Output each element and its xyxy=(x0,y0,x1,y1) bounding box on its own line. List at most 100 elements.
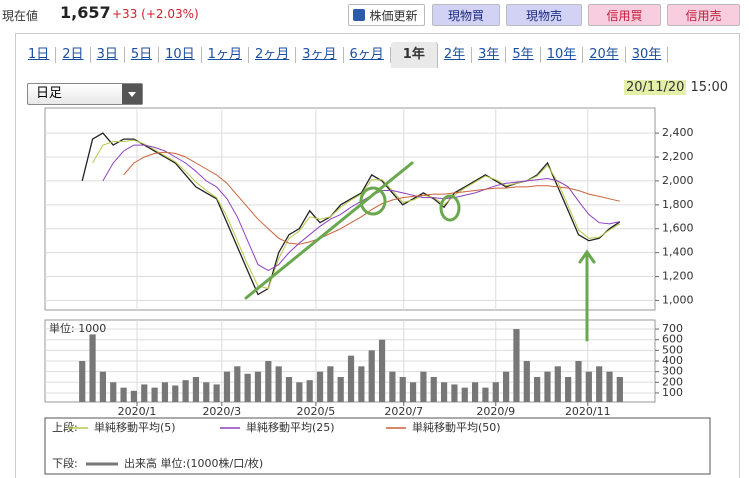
legend-box xyxy=(44,417,711,475)
period-tab[interactable]: 1日 xyxy=(22,47,57,63)
y-tick-label: 100 xyxy=(662,386,683,399)
y-tick-label: 2,000 xyxy=(662,174,694,187)
y-tick-label: 1,600 xyxy=(662,222,694,235)
volume-bar xyxy=(120,387,127,402)
volume-bar xyxy=(296,382,303,402)
marks: 1,000 1,200 1,400 1,600 1,800 2,000 2,200 2,400… xyxy=(45,108,694,470)
volume-bar xyxy=(430,376,437,402)
button[interactable]: 信用売 xyxy=(667,4,740,26)
volume-bar xyxy=(182,380,189,402)
y-tick-label: 1,200 xyxy=(662,270,694,283)
time: 15:00 xyxy=(690,80,728,95)
refresh-icon xyxy=(353,9,365,21)
current-price: 1,657 xyxy=(60,3,111,22)
series-line xyxy=(123,151,620,245)
annotations xyxy=(244,161,596,342)
volume-bar xyxy=(503,371,510,402)
volume-bar xyxy=(79,361,86,402)
legend-label: 出来高 単位:(1000株/口/枚) xyxy=(124,456,263,470)
dropdown-arrow xyxy=(122,84,142,104)
volume-bar xyxy=(306,380,313,402)
x-tick-label: 2020/11 xyxy=(565,405,611,418)
volume-bar xyxy=(172,385,179,402)
volume-bar xyxy=(234,366,241,402)
chart-panel xyxy=(15,33,740,478)
volume-bar xyxy=(368,350,375,402)
volume-bar xyxy=(472,382,479,402)
volume-bar xyxy=(616,376,623,402)
volume-bar xyxy=(440,382,448,402)
period-tab[interactable]: 5日 xyxy=(125,47,160,63)
period-tab[interactable]: 10日 xyxy=(159,47,202,63)
dropdown-value: 日足 xyxy=(36,86,63,101)
period-tab[interactable]: 1年 xyxy=(390,42,438,68)
button[interactable]: 現物売 xyxy=(506,4,582,26)
y-tick-label: 200 xyxy=(662,375,683,388)
volume-bar xyxy=(265,361,272,402)
x-tick-label: 2020/1 xyxy=(118,405,157,418)
x-tick-label: 2020/5 xyxy=(297,405,336,418)
volume-bar xyxy=(492,382,499,402)
legend-lower-label: 下段: xyxy=(52,456,78,470)
volume-bar xyxy=(389,371,396,402)
y-tick-label: 2,400 xyxy=(662,126,694,139)
timestamp: 20/11/20 15:00 xyxy=(624,80,728,95)
volume-bar xyxy=(347,355,355,402)
y-tick-label: 1,000 xyxy=(662,293,694,306)
period-tab[interactable]: 3ヶ月 xyxy=(296,47,344,63)
arrow-head xyxy=(578,249,596,264)
volume-bar xyxy=(337,376,344,402)
volume-bar xyxy=(141,384,148,402)
volume-bar xyxy=(585,371,592,402)
volume-bar xyxy=(451,384,458,402)
period-tab[interactable]: 2ヶ月 xyxy=(249,47,297,63)
period-tab[interactable]: 6ヶ月 xyxy=(344,47,391,63)
volume-bar xyxy=(275,366,282,402)
period-tab[interactable]: 5年 xyxy=(506,47,541,63)
volume-bar xyxy=(285,376,293,402)
period-tab[interactable]: 10年 xyxy=(541,47,584,63)
volume-bar xyxy=(358,366,365,402)
volume-bar xyxy=(192,376,200,402)
volume-bar xyxy=(89,334,96,402)
period-tab[interactable]: 1ヶ月 xyxy=(202,47,249,63)
period-tab[interactable]: 2日 xyxy=(56,47,91,63)
period-tab[interactable]: 2年 xyxy=(438,47,473,63)
y-tick-label: 1,800 xyxy=(662,198,694,211)
period-tab[interactable]: 3日 xyxy=(91,47,125,63)
y-tick-label: 700 xyxy=(662,322,683,335)
price-frame xyxy=(44,107,656,311)
volume-bar xyxy=(596,366,603,402)
circle-annotation xyxy=(359,186,387,216)
volume-bar xyxy=(161,382,169,402)
volume-bar xyxy=(523,361,530,402)
period-tabs: 1日 2日 3日 5日 10日 1ヶ月 2ヶ月 3ヶ月 6ヶ月 1年 2年 3年 5年 10年 20年 30年 xyxy=(22,42,669,68)
volume-bar xyxy=(244,373,251,402)
x-tick-label: 2020/3 xyxy=(202,405,241,418)
volume-bar xyxy=(565,376,572,402)
volume-bar xyxy=(534,376,541,402)
volume-bar xyxy=(544,371,551,402)
period-tab[interactable]: 3年 xyxy=(472,47,507,63)
x-tick-label: 2020/7 xyxy=(384,405,423,418)
volume-bar xyxy=(420,371,427,402)
y-tick-label: 300 xyxy=(662,365,683,378)
volume-bar xyxy=(399,376,406,402)
period-tab[interactable]: 30年 xyxy=(626,47,669,63)
price-label: 現在値 xyxy=(2,9,39,23)
circle-annotation xyxy=(439,194,461,222)
volume-bar xyxy=(461,387,468,402)
button[interactable]: 信用買 xyxy=(588,4,661,26)
legend-label: 単純移動平均(25) xyxy=(246,420,335,434)
volume-bar xyxy=(151,387,158,402)
y-tick-label: 2,200 xyxy=(662,150,694,163)
volume-bar xyxy=(316,371,324,402)
volume-bar xyxy=(575,361,582,402)
y-tick-label: 500 xyxy=(662,343,683,356)
volume-bar xyxy=(378,339,386,402)
button[interactable]: 株価更新 xyxy=(348,4,425,26)
button[interactable]: 現物買 xyxy=(432,4,500,26)
interval-dropdown[interactable]: 日足 xyxy=(27,83,143,105)
period-tab[interactable]: 20年 xyxy=(583,47,626,63)
